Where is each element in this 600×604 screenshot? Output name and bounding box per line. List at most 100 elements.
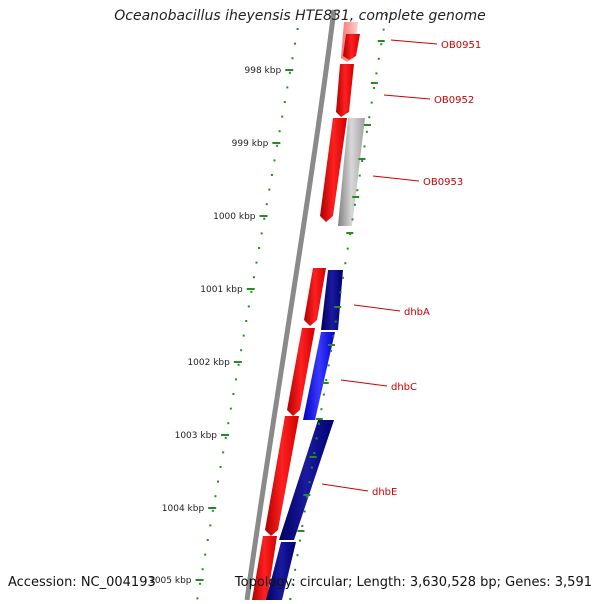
outer-tick-track (196, 28, 299, 600)
gene-leader-line (383, 94, 431, 100)
tick-dot (222, 451, 225, 454)
tick-dot (303, 510, 306, 513)
tick-dot (291, 57, 294, 60)
major-tick (297, 530, 305, 532)
tick-dot (315, 437, 318, 440)
tick-dot (377, 57, 380, 60)
gene-label: OB0952 (434, 95, 474, 106)
major-tick (321, 382, 329, 384)
tick-dot (276, 144, 279, 147)
tick-dot (270, 174, 273, 176)
tick-dot (216, 480, 219, 483)
tick-dot (258, 247, 261, 249)
gene-leader-line (372, 175, 420, 182)
gene-ob0951-tip (343, 34, 360, 60)
tick-dot (237, 363, 240, 366)
gene-red-block-bottom (252, 536, 277, 600)
kbp-tick-label: 998 kbp (245, 66, 282, 76)
gene-label: OB0951 (441, 40, 481, 51)
tick-dot (356, 189, 359, 192)
kbp-tick-labels: 998 kbp 999 kbp 1000 kbp 1001 kbp 1002 kbp 10… (149, 66, 294, 586)
tick-dot (363, 145, 366, 148)
accession-text: Accession: NC_004193 (8, 575, 156, 590)
tick-dot (306, 495, 309, 498)
kbp-tick-label: 1000 kbp (213, 212, 256, 222)
gene-label: dhbA (404, 307, 430, 318)
tick-dot (365, 130, 368, 133)
gene-label: dhbC (391, 382, 417, 393)
tick-dot (351, 218, 354, 221)
tick-dot (368, 116, 371, 119)
tick-dot (265, 203, 268, 206)
kbp-tick-mark (208, 507, 217, 509)
tick-dot (385, 14, 388, 16)
kbp-tick-label: 1005 kbp (149, 576, 192, 586)
tick-dot (361, 160, 364, 162)
genome-backbone (244, 9, 337, 601)
tick-dot (219, 466, 222, 468)
forward-strand-genes (252, 22, 360, 600)
tick-dot (268, 188, 271, 191)
gene-label: OB0953 (423, 177, 463, 188)
tick-dot (373, 87, 376, 89)
tick-dot (380, 43, 383, 46)
kbp-tick-mark (259, 215, 268, 217)
tick-dot (286, 86, 289, 89)
tick-dot (313, 452, 316, 454)
tick-dot (232, 393, 235, 395)
kbp-tick-label: 1002 kbp (187, 358, 230, 368)
tick-dot (240, 349, 243, 352)
tick-dot (322, 393, 325, 396)
tick-dot (332, 335, 335, 338)
tick-dot (296, 554, 299, 557)
tick-dot (291, 583, 294, 586)
tick-dot (199, 582, 202, 585)
tick-dot (310, 466, 313, 469)
gene-label: dhbE (372, 487, 397, 498)
gene-labels: OB0951 OB0952 OB0953 dhbA dhbC dhbE (321, 39, 481, 498)
gene-dhba-red-block (304, 268, 326, 326)
tick-dot (229, 407, 232, 410)
tick-dot (260, 232, 263, 235)
tick-dot (370, 101, 373, 104)
kbp-tick-mark (221, 434, 230, 436)
kbp-tick-mark (246, 288, 255, 290)
tick-dot (206, 539, 209, 541)
tick-dot (334, 320, 337, 323)
gene-leader-line (340, 379, 388, 387)
gene-ob0953-grey-block (338, 118, 365, 226)
tick-dot (358, 174, 361, 177)
major-tick (315, 418, 323, 420)
tick-dot (341, 276, 344, 279)
gene-leader-line (390, 39, 438, 45)
tick-dot (296, 28, 299, 30)
tick-dot (211, 509, 214, 512)
tick-dot (339, 291, 342, 294)
tick-dot (344, 262, 347, 265)
tick-dot (289, 598, 292, 600)
tick-dot (320, 408, 323, 411)
gene-ob0952-block (336, 64, 354, 117)
tick-dot (242, 334, 245, 337)
tick-dot (294, 42, 297, 45)
inner-tick-track (289, 14, 388, 600)
major-tick (363, 124, 371, 126)
tick-dot (298, 539, 301, 542)
reverse-strand-genes (266, 118, 365, 600)
tick-dot (209, 524, 212, 527)
tick-dot (318, 422, 321, 425)
genome-summary-text: Topology: circular; Length: 3,630,528 bp… (234, 575, 592, 590)
tick-dot (288, 71, 291, 74)
tick-dot (375, 72, 378, 75)
tick-dot (382, 28, 385, 31)
major-tick (327, 344, 335, 346)
tick-dot (325, 379, 328, 381)
major-tick (309, 456, 317, 458)
major-tick (334, 306, 342, 308)
tick-dot (204, 553, 207, 556)
tick-dot (308, 481, 311, 484)
tick-dot (346, 247, 349, 250)
tick-dot (327, 364, 330, 367)
